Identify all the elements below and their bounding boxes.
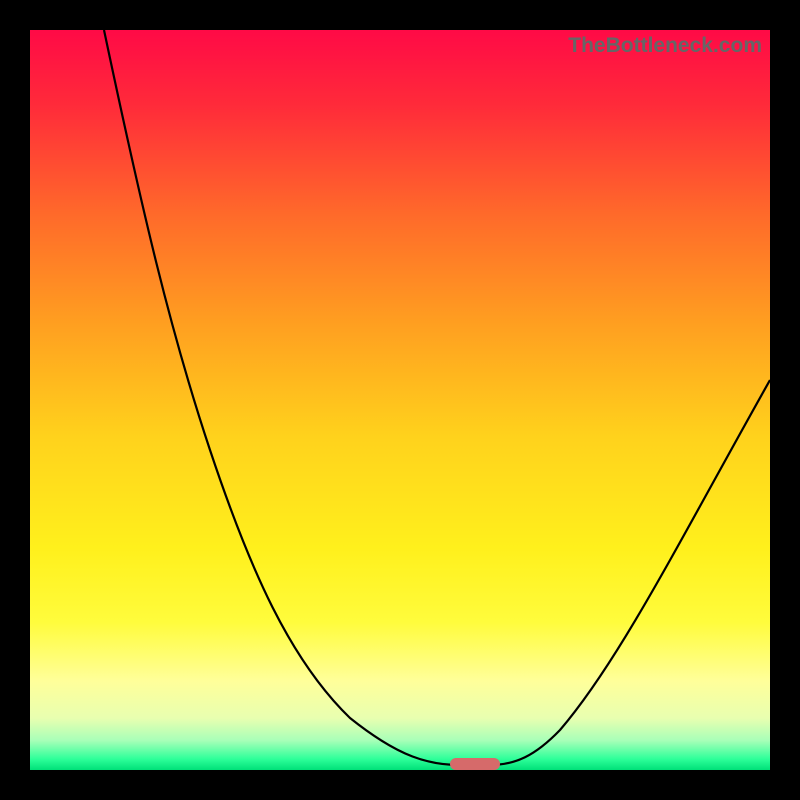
chart-frame: TheBottleneck.com — [0, 0, 800, 800]
optimal-marker — [450, 758, 500, 770]
attribution-text: TheBottleneck.com — [568, 34, 762, 58]
bottleneck-curve — [30, 30, 770, 770]
plot-area: TheBottleneck.com — [30, 30, 770, 770]
